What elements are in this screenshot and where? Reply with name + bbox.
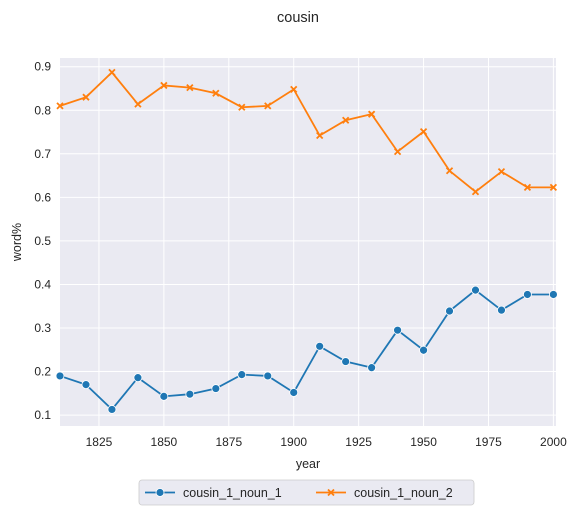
data-point — [290, 85, 298, 93]
series-line — [59, 288, 554, 411]
series-cousin_1_noun_2 — [56, 68, 558, 196]
y-tick-label: 0.4 — [34, 277, 51, 291]
legend: cousin_1_noun_1 cousin_1_noun_2 — [138, 479, 475, 506]
y-tick-labels: 0.1 0.2 0.3 0.4 0.5 0.6 0.7 0.8 0.9 — [34, 60, 51, 422]
data-point — [341, 357, 351, 366]
data-point — [238, 103, 246, 111]
data-point — [134, 100, 142, 108]
x-tick-label: 1925 — [345, 435, 372, 449]
y-tick-label: 0.8 — [34, 103, 51, 117]
y-axis-label: word% — [10, 223, 24, 262]
data-point — [81, 380, 91, 390]
legend-marker — [155, 488, 165, 497]
data-point — [212, 89, 220, 97]
legend-label: cousin_1_noun_1 — [183, 486, 282, 500]
data-point — [133, 373, 143, 383]
series-layer — [55, 68, 558, 414]
data-point — [56, 102, 64, 110]
data-point — [497, 168, 506, 176]
data-point — [186, 83, 194, 92]
x-tick-label: 1875 — [215, 435, 242, 449]
x-tick-label: 2000 — [540, 435, 567, 449]
legend-item: cousin_1_noun_2 — [316, 486, 453, 500]
data-point — [393, 147, 402, 156]
data-point — [159, 391, 169, 401]
y-tick-label: 0.9 — [34, 60, 51, 74]
data-point — [264, 102, 272, 110]
grid-lines — [60, 58, 556, 426]
x-tick-label: 1825 — [86, 435, 113, 449]
data-point — [82, 93, 90, 101]
x-tick-label: 1975 — [475, 435, 502, 449]
x-tick-label: 1900 — [280, 435, 307, 449]
data-point — [419, 127, 428, 136]
data-point — [549, 290, 558, 299]
data-point — [289, 388, 299, 397]
data-point — [445, 167, 454, 175]
legend-label: cousin_1_noun_2 — [354, 486, 453, 500]
data-point — [419, 345, 428, 355]
series-line — [59, 71, 554, 193]
data-point — [107, 405, 117, 414]
data-point — [471, 285, 480, 295]
y-tick-label: 0.2 — [34, 365, 51, 379]
data-point — [549, 183, 558, 191]
x-axis-label: year — [296, 457, 320, 471]
data-point — [393, 325, 402, 335]
data-point — [445, 306, 454, 316]
series-cousin_1_noun_1 — [55, 285, 558, 414]
data-point — [316, 131, 324, 140]
data-point — [471, 188, 480, 196]
data-point — [55, 371, 65, 381]
data-point — [237, 370, 247, 380]
y-tick-label: 0.6 — [34, 190, 51, 204]
data-point — [523, 290, 532, 299]
data-point — [211, 384, 221, 393]
x-tick-label: 1950 — [410, 435, 437, 449]
legend-box — [138, 479, 475, 506]
data-point — [315, 341, 325, 351]
data-point — [497, 305, 506, 315]
data-point — [185, 389, 195, 399]
data-point — [367, 110, 376, 118]
chart-title: cousin — [277, 10, 319, 26]
y-tick-label: 0.3 — [34, 321, 51, 335]
data-point — [160, 81, 168, 90]
legend-marker — [327, 488, 335, 497]
data-point — [342, 116, 350, 124]
data-point — [523, 183, 532, 191]
data-point — [367, 363, 377, 373]
plot-area — [60, 58, 556, 426]
y-tick-label: 0.5 — [34, 234, 51, 248]
x-tick-labels: 1825 1850 1875 1900 1925 1950 1975 2000 — [86, 435, 567, 449]
legend-item: cousin_1_noun_1 — [145, 486, 282, 500]
y-tick-label: 0.7 — [34, 147, 51, 161]
x-tick-label: 1850 — [151, 435, 178, 449]
data-point — [263, 371, 273, 381]
y-tick-label: 0.1 — [34, 408, 51, 422]
data-point — [108, 68, 116, 77]
